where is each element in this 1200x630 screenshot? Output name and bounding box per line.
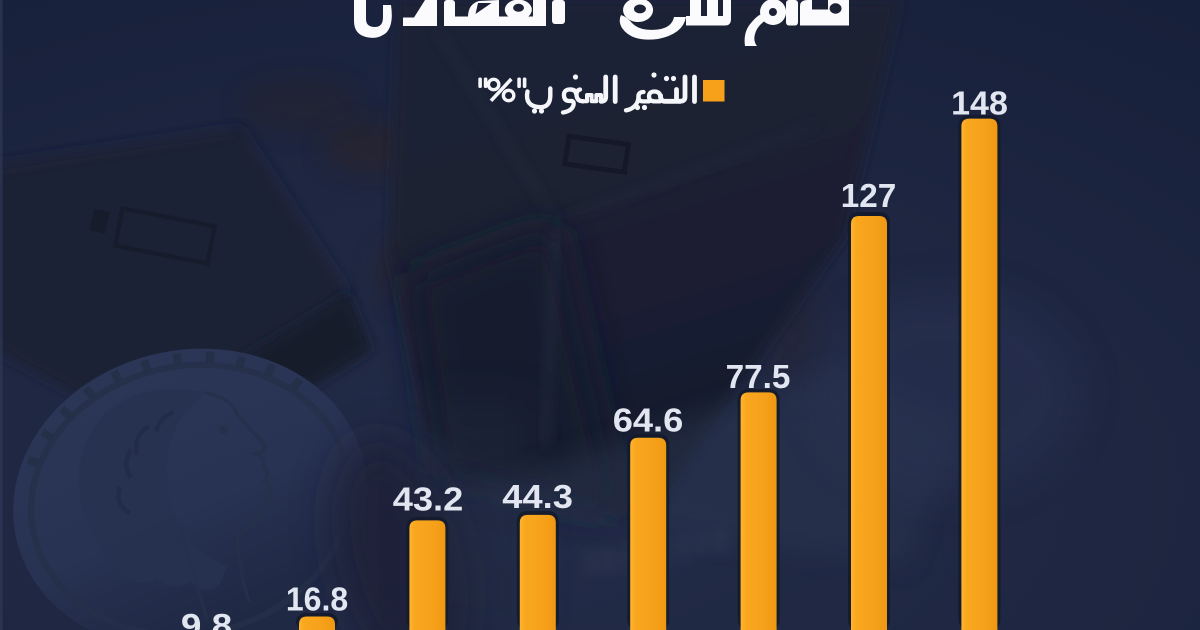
svg-text:16.8: 16.8: [286, 581, 348, 618]
svg-text:127: 127: [841, 178, 897, 215]
svg-text:44.3: 44.3: [502, 479, 573, 515]
svg-text:43.2: 43.2: [393, 482, 464, 518]
svg-text:148: 148: [951, 86, 1008, 122]
svg-text:64.6: 64.6: [613, 403, 684, 439]
svg-text:77.5: 77.5: [726, 359, 791, 396]
svg-text:9.8: 9.8: [181, 608, 232, 630]
